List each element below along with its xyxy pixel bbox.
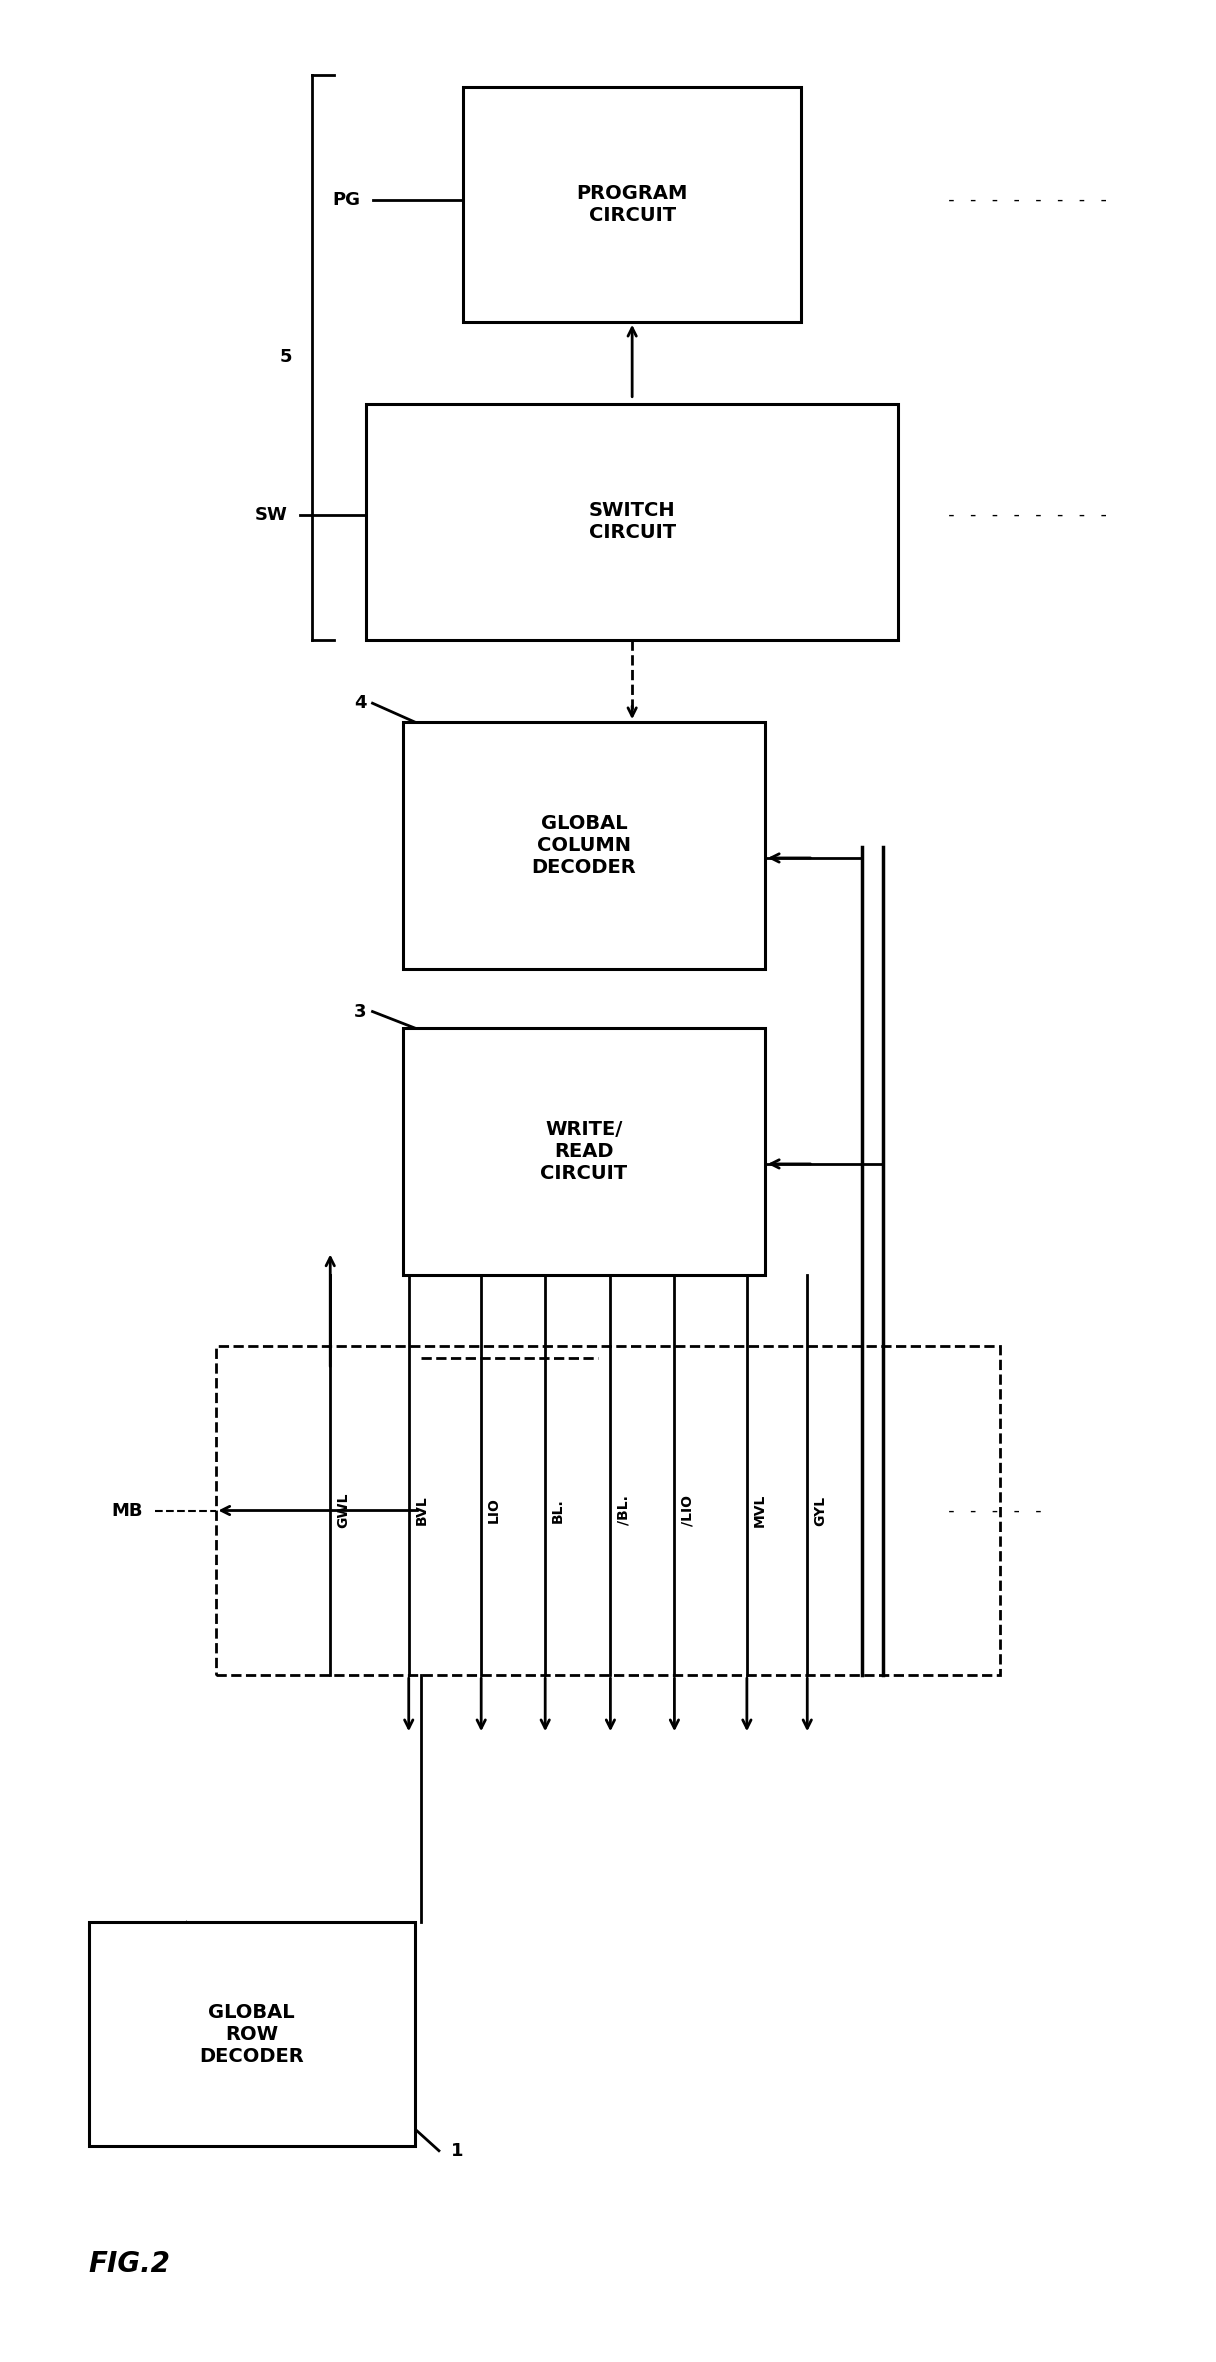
Text: 3: 3 (354, 1001, 367, 1020)
Text: PROGRAM
CIRCUIT: PROGRAM CIRCUIT (576, 184, 688, 224)
Text: SWITCH
CIRCUIT: SWITCH CIRCUIT (589, 501, 676, 543)
Text: PG: PG (332, 191, 360, 208)
Bar (89, 1923, 415, 2147)
Text: GYL: GYL (814, 1495, 827, 1526)
Text: - - - - -: - - - - - (946, 1502, 1045, 1519)
Bar (402, 1027, 765, 1275)
Text: FIG.2: FIG.2 (89, 2249, 170, 2277)
Text: GLOBAL
COLUMN
DECODER: GLOBAL COLUMN DECODER (531, 815, 636, 876)
Text: /BL.: /BL. (617, 1495, 630, 1526)
Bar (215, 1346, 1001, 1675)
Text: GLOBAL
ROW
DECODER: GLOBAL ROW DECODER (199, 2003, 304, 2067)
Text: WRITE/
READ
CIRCUIT: WRITE/ READ CIRCUIT (540, 1120, 627, 1183)
Bar (463, 87, 801, 321)
Text: /LIO: /LIO (681, 1495, 694, 1526)
Text: BL.: BL. (551, 1498, 565, 1523)
Text: LIO: LIO (488, 1498, 501, 1523)
Text: GWL: GWL (337, 1493, 350, 1528)
Text: 5: 5 (280, 347, 292, 366)
Text: BVL: BVL (415, 1495, 429, 1526)
Text: MVL: MVL (753, 1493, 767, 1528)
Text: SW: SW (255, 505, 288, 524)
Text: - - - - - - - -: - - - - - - - - (946, 191, 1109, 208)
Bar (366, 404, 897, 640)
Text: 4: 4 (354, 694, 367, 713)
Text: MB: MB (112, 1502, 143, 1519)
Bar (402, 723, 765, 968)
Text: 1: 1 (451, 2142, 463, 2159)
Text: - - - - - - - -: - - - - - - - - (946, 505, 1109, 524)
